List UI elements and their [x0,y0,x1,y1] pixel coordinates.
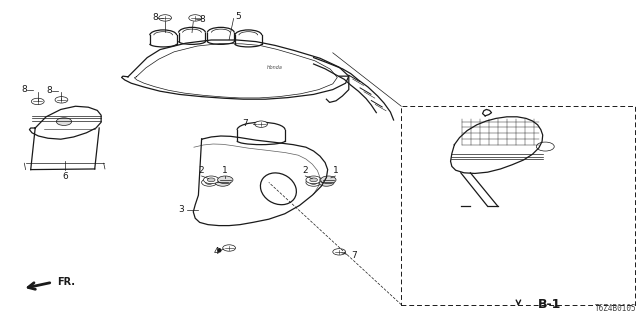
Text: 2: 2 [303,166,308,175]
Circle shape [536,142,554,151]
Text: ●: ● [216,247,221,252]
Text: 3: 3 [179,205,184,214]
Text: 8: 8 [21,85,27,94]
Text: Honda: Honda [268,65,283,70]
Text: 1: 1 [223,166,228,175]
Text: 2: 2 [199,166,204,175]
Circle shape [255,121,268,127]
Circle shape [310,178,317,182]
Circle shape [204,176,219,184]
Text: 8: 8 [152,13,158,22]
Circle shape [189,15,202,21]
Circle shape [207,178,215,182]
Circle shape [306,176,321,184]
Circle shape [321,176,336,184]
Text: 4: 4 [213,247,219,256]
Text: 1: 1 [333,166,338,175]
Circle shape [310,180,317,184]
Circle shape [202,179,217,186]
Circle shape [306,179,321,186]
Circle shape [205,180,213,184]
Circle shape [31,98,44,105]
Circle shape [218,176,233,184]
Circle shape [223,245,236,251]
Circle shape [56,118,72,125]
Text: 8: 8 [200,15,205,24]
Circle shape [333,249,346,255]
Text: 6: 6 [63,172,68,181]
Circle shape [215,179,230,186]
Text: FR.: FR. [58,276,76,287]
Text: B-1: B-1 [538,298,561,311]
Text: T6Z4B0105: T6Z4B0105 [595,304,637,313]
Text: 8: 8 [47,86,52,95]
Circle shape [159,15,172,21]
Text: 7: 7 [351,252,356,260]
Text: 7: 7 [243,119,248,128]
Circle shape [55,97,68,103]
Circle shape [319,179,334,186]
Text: 5: 5 [236,12,241,20]
